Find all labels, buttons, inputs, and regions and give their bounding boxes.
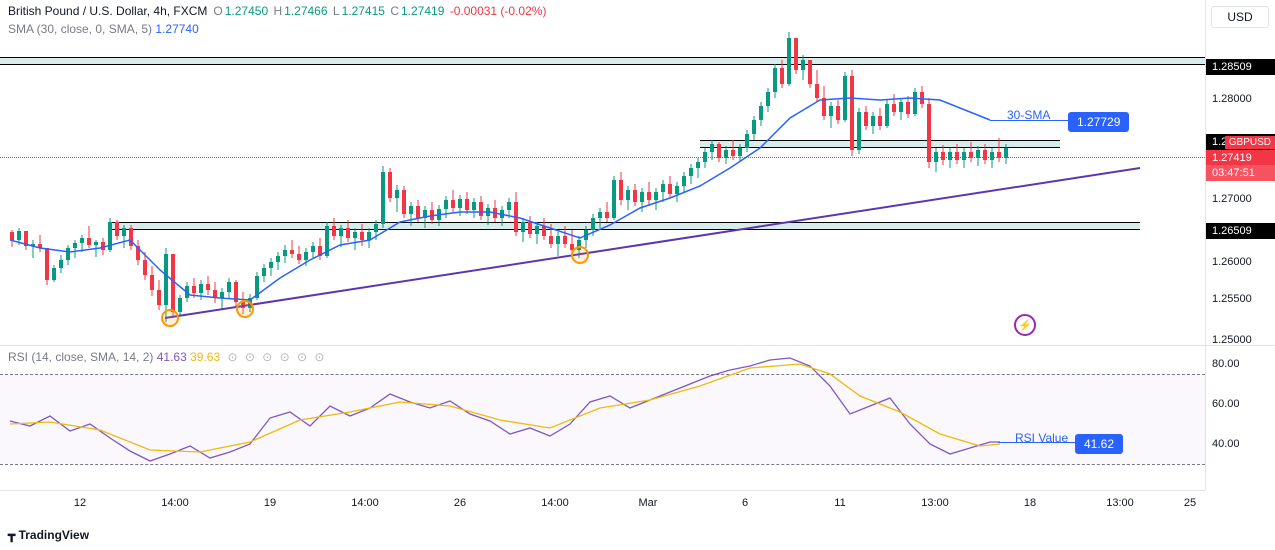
price-level-box: 1.27419	[1206, 150, 1275, 166]
time-tick: 11	[834, 497, 845, 509]
time-tick: 13:00	[921, 497, 949, 509]
time-tick: 25	[1184, 497, 1196, 509]
instrument-title[interactable]: British Pound / U.S. Dollar, 4h, FXCM	[8, 4, 207, 18]
price-pane[interactable]: ⚡ 30-SMA 1.27729	[0, 0, 1205, 345]
ohlc-readout: O1.27450 H1.27466 L1.27415 C1.27419 -0.0…	[213, 4, 548, 18]
chart-header: British Pound / U.S. Dollar, 4h, FXCM O1…	[8, 4, 548, 18]
rsi-tick: 60.00	[1212, 398, 1240, 410]
price-level-box: 1.26509	[1206, 223, 1275, 239]
rsi-pane[interactable]: RSI (14, close, SMA, 14, 2) 41.63 39.63 …	[0, 345, 1205, 490]
rsi-tick: 80.00	[1212, 358, 1240, 370]
time-tick: 12	[74, 497, 86, 509]
chart-container: British Pound / U.S. Dollar, 4h, FXCM O1…	[0, 0, 1275, 550]
trend-line[interactable]	[165, 168, 1140, 318]
sma-callout-line	[990, 120, 1068, 121]
rsi-tick: 40.00	[1212, 438, 1240, 450]
time-tick: Mar	[639, 497, 658, 509]
time-tick: 14:00	[161, 497, 189, 509]
time-tick: 13:00	[1106, 497, 1134, 509]
time-tick: 19	[264, 497, 276, 509]
time-tick: 6	[742, 497, 748, 509]
indicator-settings-icon[interactable]: ⊙ ⊙ ⊙ ⊙ ⊙ ⊙	[227, 350, 326, 364]
time-tick: 14:00	[351, 497, 379, 509]
sma-callout-value: 1.27729	[1068, 112, 1129, 132]
time-tick: 18	[1024, 497, 1036, 509]
touch-point-marker	[161, 309, 179, 327]
touch-point-marker	[571, 246, 589, 264]
candlestick-series	[0, 0, 1205, 345]
price-tick: 1.28000	[1212, 93, 1252, 105]
rsi-callout-value: 41.62	[1075, 434, 1123, 454]
time-x-axis[interactable]: 12 14:00 19 14:00 26 14:00 Mar 6 11 13:00 18 13:00 2…	[0, 490, 1205, 520]
sma-line	[10, 98, 990, 300]
symbol-tag: GBPUSD	[1225, 136, 1275, 149]
lightning-icon[interactable]: ⚡	[1014, 314, 1036, 336]
rsi-y-axis[interactable]: 80.00 60.00 40.00	[1205, 345, 1275, 490]
touch-point-marker	[236, 300, 254, 318]
price-y-axis[interactable]: 1.280001.270001.260001.255001.250001.285…	[1205, 0, 1275, 345]
price-tick: 1.25500	[1212, 293, 1252, 305]
time-tick: 26	[454, 497, 466, 509]
price-level-box: 1.28509	[1206, 59, 1275, 75]
price-tick: 1.27000	[1212, 193, 1252, 205]
sma-indicator-header[interactable]: SMA (30, close, 0, SMA, 5) 1.27740	[8, 22, 199, 36]
rsi-indicator-header[interactable]: RSI (14, close, SMA, 14, 2) 41.63 39.63 …	[8, 350, 326, 364]
rsi-callout-line	[998, 442, 1075, 443]
price-tick: 1.26000	[1212, 256, 1252, 268]
tradingview-logo[interactable]: ┳ TradingView	[8, 528, 89, 542]
rsi-series	[0, 346, 1205, 491]
time-tick: 14:00	[541, 497, 569, 509]
price-level-box: 03:47:51	[1206, 165, 1275, 181]
